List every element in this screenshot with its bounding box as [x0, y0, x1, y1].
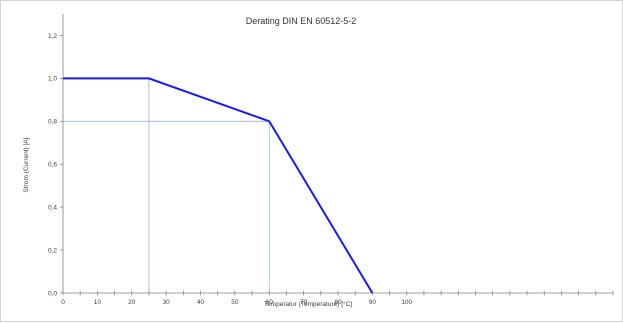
x-tick-label: 0 [61, 299, 65, 306]
x-tick-label: 30 [163, 299, 171, 306]
x-tick-label: 90 [369, 299, 377, 306]
y-tick-label: 0,4 [48, 204, 57, 211]
y-tick-label: 0,8 [48, 119, 57, 126]
y-tick-label: 0,6 [48, 162, 57, 169]
y-tick-label: 1,2 [48, 33, 57, 40]
x-tick-label: 100 [401, 299, 412, 306]
x-tick-label: 40 [197, 299, 205, 306]
y-axis-label: Strom (Current) [A] [23, 137, 30, 192]
axes [63, 14, 613, 293]
y-tick-label: 1,0 [48, 76, 57, 83]
series-line [63, 78, 372, 293]
chart-title: Derating DIN EN 60512-5-2 [246, 16, 357, 26]
x-tick-label: 20 [128, 299, 136, 306]
x-tick-label: 50 [231, 299, 239, 306]
x-axis-label: Temperatur (Temperature) [°C] [264, 300, 352, 308]
y-tick-label: 0,0 [48, 290, 57, 297]
x-tick-label: 10 [94, 299, 102, 306]
series-group [63, 78, 372, 293]
y-tick-label: 0,2 [48, 247, 57, 254]
